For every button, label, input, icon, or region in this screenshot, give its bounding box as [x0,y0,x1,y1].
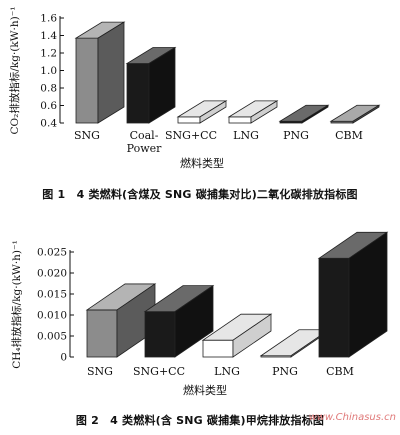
bar-front [177,116,201,124]
y-tick-label: 0.020 [37,268,67,280]
bar-top [278,104,330,122]
bar-front [318,257,350,358]
category-label: PNG [283,129,309,142]
bar-side [301,104,329,124]
bar-front [86,309,118,358]
y-tick-label: 0.6 [40,100,57,112]
y-tick-label: 0.010 [37,310,67,322]
y-tick-label: 0.025 [37,247,67,259]
ch4-emission-chart: 0 0.005 0.010 0.015 0.020 0.025 CH₄排放指标/kg·(kW… [10,231,389,397]
co2-emission-chart: 0.4 0.6 0.8 1.0 1.2 1.4 1.6 CO₂排放指标/kg·(kW·h)⁻¹… [8,6,381,170]
category-label: LNG [214,365,240,378]
y-tick-label: 0 [60,352,67,364]
y-tick-label: 1.0 [40,65,57,77]
bar-side [148,46,176,124]
bar-top [329,104,381,122]
x-axis-label: 燃料类型 [183,383,227,397]
bar-side [97,21,125,124]
bar-front [202,339,234,358]
bar-side [352,104,380,124]
figure-2-caption: 图 2 4 类燃料(含 SNG 碳捕集)甲烷排放指标图 [75,414,325,427]
y-tick-label: 1.6 [40,13,57,25]
bar-side [199,100,227,124]
category-label: PNG [272,365,298,378]
bar-front [144,311,176,358]
category-label: SNG [87,365,113,378]
y-axis-label: CH₄排放指标/kg·(kW·h)⁻¹ [10,240,23,369]
category-label: SNG+CC [133,365,185,378]
y-tick-label: 1.4 [40,30,57,42]
y-tick-label: 1.2 [40,48,57,60]
bar-side [250,100,278,124]
bar-side [348,231,388,358]
category-label: CBM [326,365,354,378]
bar-side [232,313,272,358]
watermark: www.Chinasus.cn [308,412,396,423]
category-label: Coal- [130,129,159,142]
x-axis-label: 燃料类型 [180,156,224,170]
category-label: LNG [233,129,259,142]
y-tick-label: 0.4 [40,118,57,130]
category-label: SNG+CC [165,129,217,142]
bar-side [174,284,214,358]
y-axis-label: CO₂排放指标/kg·(kW·h)⁻¹ [8,6,21,134]
figure-1-caption: 图 1 4 类燃料(含煤及 SNG 碳捕集对比)二氧化碳排放指标图 [42,188,358,201]
category-label: Power [127,142,163,155]
category-label: SNG [74,129,100,142]
y-tick-label: 0.8 [40,83,57,95]
bar-front [75,37,99,124]
bar-front [126,63,150,124]
y-tick-label: 0.015 [37,289,67,301]
bar-front [228,116,252,124]
y-tick-label: 0.005 [37,331,67,343]
category-label: CBM [335,129,363,142]
